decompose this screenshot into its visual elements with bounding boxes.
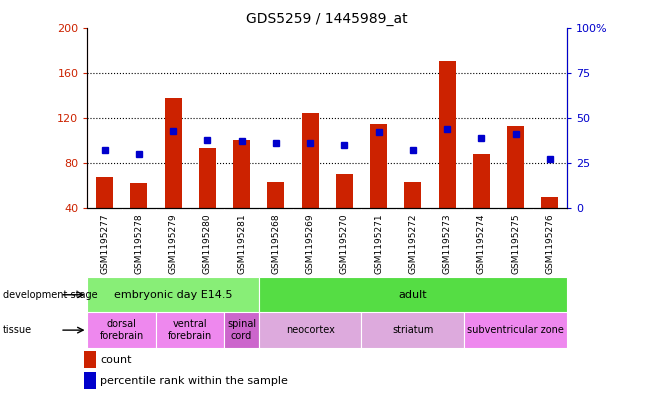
Text: GSM1195268: GSM1195268 — [272, 214, 281, 274]
Bar — [259, 277, 567, 312]
Text: count: count — [100, 354, 132, 365]
Text: spinal
cord: spinal cord — [227, 320, 256, 341]
Bar — [439, 61, 456, 208]
Bar — [96, 177, 113, 208]
Bar — [233, 140, 250, 208]
Text: neocortex: neocortex — [286, 325, 334, 335]
Bar — [301, 113, 319, 208]
Bar — [156, 312, 224, 348]
Bar — [336, 174, 353, 208]
Text: tissue: tissue — [3, 325, 32, 335]
Bar — [130, 184, 147, 208]
Bar — [464, 312, 567, 348]
Text: GSM1195270: GSM1195270 — [340, 214, 349, 274]
Text: GSM1195280: GSM1195280 — [203, 214, 212, 274]
Bar — [507, 126, 524, 208]
Bar — [87, 277, 259, 312]
Bar — [404, 182, 421, 208]
Text: GSM1195281: GSM1195281 — [237, 214, 246, 274]
Text: GSM1195277: GSM1195277 — [100, 214, 109, 274]
Bar — [370, 123, 387, 208]
Text: GSM1195275: GSM1195275 — [511, 214, 520, 274]
Text: GSM1195272: GSM1195272 — [408, 214, 417, 274]
Text: striatum: striatum — [392, 325, 434, 335]
Text: adult: adult — [399, 290, 427, 300]
Text: GSM1195271: GSM1195271 — [374, 214, 383, 274]
Text: subventricular zone: subventricular zone — [467, 325, 564, 335]
Text: GSM1195278: GSM1195278 — [134, 214, 143, 274]
Text: GSM1195276: GSM1195276 — [546, 214, 555, 274]
Bar — [224, 312, 259, 348]
Bar — [84, 351, 96, 368]
Bar — [87, 312, 156, 348]
Bar — [362, 312, 464, 348]
Text: ventral
forebrain: ventral forebrain — [168, 320, 213, 341]
Bar — [541, 197, 559, 208]
Text: development stage: development stage — [3, 290, 98, 300]
Text: GSM1195279: GSM1195279 — [168, 214, 178, 274]
Title: GDS5259 / 1445989_at: GDS5259 / 1445989_at — [246, 13, 408, 26]
Text: GSM1195273: GSM1195273 — [443, 214, 452, 274]
Text: GSM1195274: GSM1195274 — [477, 214, 486, 274]
Bar — [84, 372, 96, 389]
Bar — [267, 182, 284, 208]
Bar — [199, 149, 216, 208]
Bar — [473, 154, 490, 208]
Text: dorsal
forebrain: dorsal forebrain — [100, 320, 144, 341]
Bar — [259, 312, 362, 348]
Text: percentile rank within the sample: percentile rank within the sample — [100, 376, 288, 386]
Text: embryonic day E14.5: embryonic day E14.5 — [114, 290, 233, 300]
Text: GSM1195269: GSM1195269 — [306, 214, 315, 274]
Bar — [165, 97, 181, 208]
